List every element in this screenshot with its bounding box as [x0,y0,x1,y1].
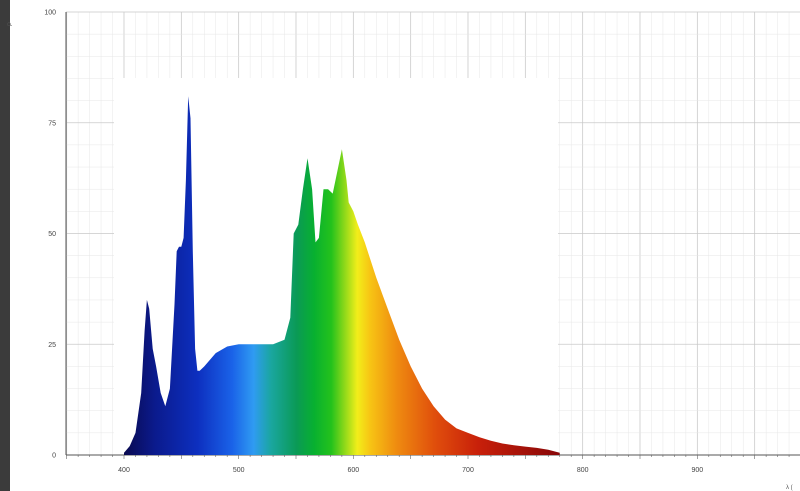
x-tick-label: 600 [347,467,359,474]
x-tick-label: 700 [462,467,474,474]
x-tick-labels: 400500600700800900100 [118,467,703,474]
x-axis-label: λ ( [786,485,793,491]
x-tick-label: 800 [577,467,589,474]
x-tick-label: 500 [233,467,245,474]
y-tick-label: 0 [52,453,56,460]
y-tick-labels: 0 25 50 75 100 [44,10,56,460]
y-tick-label: 25 [48,342,56,349]
x-tick-label: 400 [118,467,130,474]
spectrum-series-0 [124,96,560,455]
y-tick-label: 75 [48,120,56,127]
y-tick-label: 50 [48,231,56,238]
series-group [124,96,560,455]
y-tick-label: 100 [44,10,56,17]
y-axis-label: P [8,22,14,26]
x-tick-label: 900 [691,467,703,474]
left-window-edge [0,0,10,491]
